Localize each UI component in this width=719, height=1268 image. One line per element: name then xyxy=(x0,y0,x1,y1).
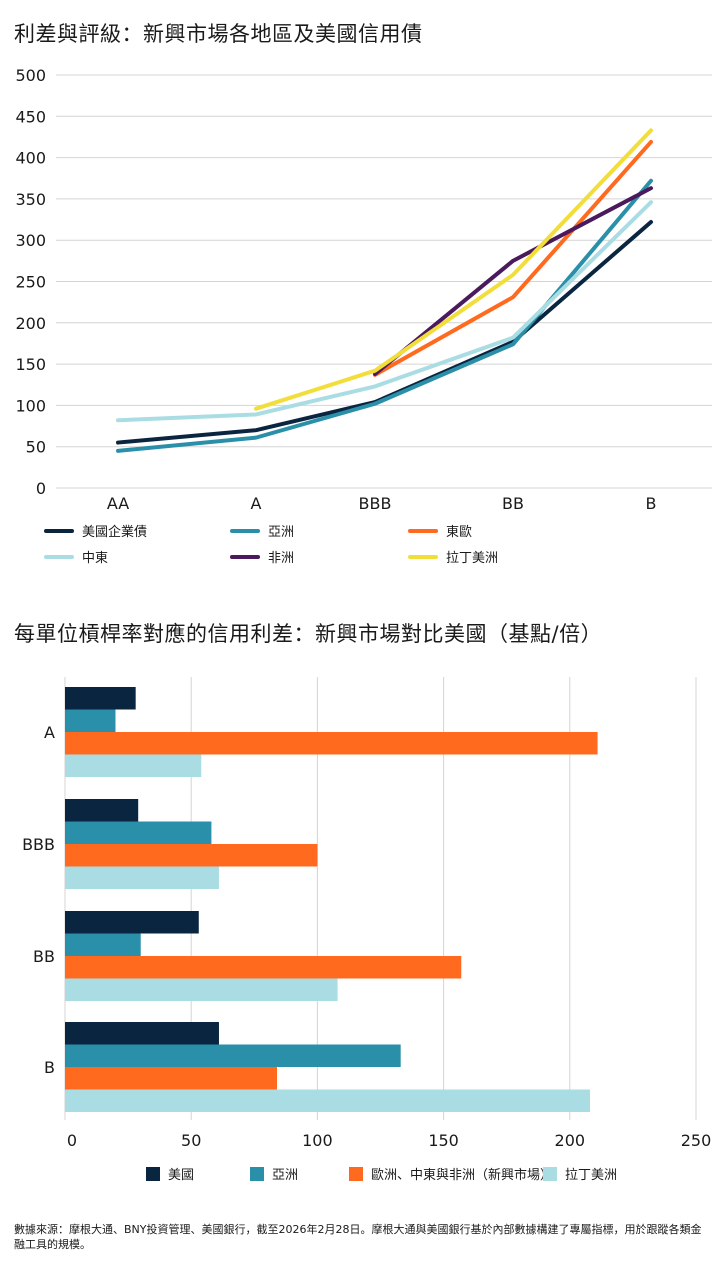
legend-swatch xyxy=(44,554,74,559)
x-tick-label: 250 xyxy=(681,1131,712,1150)
footnote: 數據來源：摩根大通、BNY投資管理、美國銀行，截至2026年2月28日。摩根大通… xyxy=(14,1223,702,1251)
bar xyxy=(65,799,139,822)
bar xyxy=(65,1044,401,1067)
legend-item: 非洲 xyxy=(230,547,294,566)
series-line-5 xyxy=(254,128,653,411)
x-tick-label: 100 xyxy=(302,1131,333,1150)
line-chart-title: 利差與評級：新興市場各地區及美國信用債 xyxy=(14,22,423,46)
x-tick-label: 200 xyxy=(555,1131,586,1150)
x-tick-label: B xyxy=(646,494,657,513)
bar xyxy=(65,844,318,867)
x-tick-label: 150 xyxy=(428,1131,459,1150)
bar xyxy=(65,709,116,732)
y-tick-label: 50 xyxy=(26,438,46,457)
x-tick-label: BB xyxy=(502,494,524,513)
legend-swatch xyxy=(349,1166,363,1181)
bar xyxy=(65,978,338,1001)
y-tick-label: BB xyxy=(33,947,55,966)
legend-label: 美國 xyxy=(168,1168,195,1183)
x-tick-label: 50 xyxy=(181,1131,201,1150)
y-tick-label: 200 xyxy=(15,314,46,333)
legend-label: 中東 xyxy=(82,551,109,566)
y-tick-label: 500 xyxy=(15,66,46,85)
y-tick-label: 400 xyxy=(15,149,46,168)
legend-label: 歐洲、中東與非洲（新興市場） xyxy=(371,1168,554,1183)
legend-swatch xyxy=(250,1166,264,1181)
legend-label: 亞洲 xyxy=(268,525,295,540)
legend-label: 美國企業債 xyxy=(82,525,148,540)
bar xyxy=(65,956,462,979)
y-tick-label: 150 xyxy=(15,355,46,374)
bar xyxy=(65,1089,590,1112)
y-tick-label: A xyxy=(44,723,55,742)
y-tick-label: 0 xyxy=(36,479,46,498)
bar xyxy=(65,1022,219,1045)
series-line-2 xyxy=(373,139,653,377)
bar xyxy=(65,754,202,777)
legend-label: 拉丁美洲 xyxy=(565,1168,618,1183)
legend-item: 亞洲 xyxy=(250,1164,298,1183)
y-tick-label: 300 xyxy=(15,231,46,250)
legend-item: 美國 xyxy=(146,1164,194,1183)
legend-swatch xyxy=(230,528,260,533)
legend-swatch xyxy=(146,1166,160,1181)
legend-item: 中東 xyxy=(44,547,108,566)
y-tick-label: B xyxy=(44,1058,55,1077)
legend-item: 拉丁美洲 xyxy=(543,1164,617,1183)
legend-item: 東歐 xyxy=(408,521,472,540)
y-tick-label: 350 xyxy=(15,190,46,209)
legend-swatch xyxy=(230,554,260,559)
y-tick-label: 250 xyxy=(15,273,46,292)
x-tick-label: AA xyxy=(107,494,129,513)
legend-item: 拉丁美洲 xyxy=(408,547,498,566)
legend-swatch xyxy=(408,554,438,559)
y-tick-label: 100 xyxy=(15,396,46,415)
bar xyxy=(65,911,199,934)
bar-chart-title: 每單位槓桿率對應的信用利差：新興市場對比美國（基點/倍） xyxy=(14,622,603,646)
bar xyxy=(65,866,219,889)
x-tick-label: BBB xyxy=(359,494,392,513)
legend-label: 非洲 xyxy=(268,551,295,566)
bar xyxy=(65,821,212,844)
series-line-3 xyxy=(116,200,653,423)
y-tick-label: BBB xyxy=(22,835,55,854)
legend-label: 東歐 xyxy=(446,525,473,540)
series-line-4 xyxy=(373,186,653,377)
y-tick-label: 450 xyxy=(15,107,46,126)
legend-swatch xyxy=(408,528,438,533)
bar xyxy=(65,687,136,710)
x-tick-label: 0 xyxy=(67,1131,77,1150)
legend-item: 亞洲 xyxy=(230,521,294,540)
legend-item: 美國企業債 xyxy=(44,521,147,540)
bar xyxy=(65,1067,278,1090)
legend-item: 歐洲、中東與非洲（新興市場） xyxy=(349,1164,553,1183)
bar xyxy=(65,732,598,755)
x-tick-label: A xyxy=(251,494,262,513)
legend-label: 拉丁美洲 xyxy=(446,551,499,566)
legend-swatch xyxy=(543,1166,557,1181)
legend-label: 亞洲 xyxy=(272,1168,299,1183)
bar xyxy=(65,933,141,956)
legend-swatch xyxy=(44,528,74,533)
